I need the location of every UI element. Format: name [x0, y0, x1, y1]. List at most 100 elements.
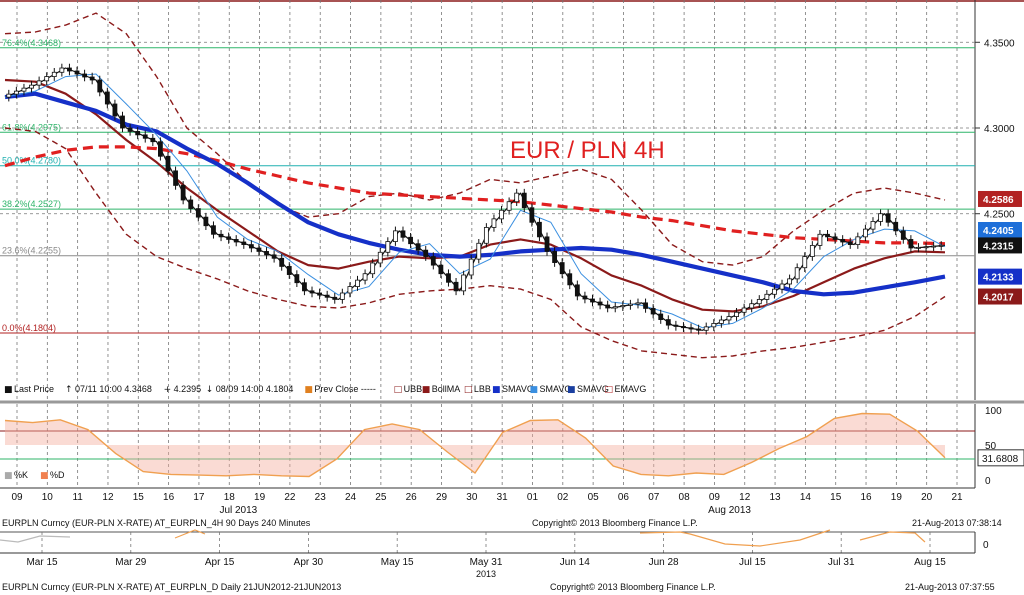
daily-x-tick-label: Apr 30 [294, 557, 324, 568]
fib-level-label: 61.8%(4.2975) [2, 122, 61, 132]
candle-body [590, 298, 595, 303]
candle-body [643, 302, 648, 309]
x-tick-label: 11 [72, 492, 83, 503]
candle-body [211, 225, 216, 235]
x-tick-label: 22 [284, 492, 296, 503]
series-emavg [4, 145, 946, 246]
candle-body [142, 134, 148, 139]
candle-body [446, 273, 451, 283]
candle-body [741, 307, 747, 313]
candle-body [688, 327, 694, 330]
candle-body [13, 90, 19, 95]
legend-icon: ■ [304, 385, 313, 395]
candle-body [499, 209, 504, 220]
candle-body [51, 71, 57, 77]
candle-body [612, 306, 618, 309]
candle-body [264, 251, 269, 256]
candle-body [279, 257, 285, 267]
candle-body [324, 294, 330, 298]
candle-body [44, 76, 50, 82]
candle-body [36, 80, 42, 86]
candle-body [514, 192, 520, 203]
osc-legend-item: %K [14, 470, 28, 480]
candle-body [605, 304, 611, 309]
legend-icon: ■ [567, 385, 576, 395]
x-month-label: Jul 2013 [219, 505, 257, 516]
y-tick-label: 4.3500 [984, 38, 1015, 49]
fib-level-label: 50.0%(4.2780) [2, 156, 61, 166]
x-tick-label: 18 [224, 492, 236, 503]
candle-body [673, 324, 679, 327]
candle-body [635, 302, 641, 305]
x-tick-label: 15 [133, 492, 145, 503]
x-tick-label: 13 [770, 492, 782, 503]
candle-body [112, 103, 118, 117]
candle-body [544, 236, 550, 252]
osc-fill-area [5, 413, 945, 477]
legend-item: 08/09 14:00 4.1804 [216, 384, 294, 394]
osc-y-tick-label: 100 [985, 406, 1002, 417]
legend-icon: ■ [530, 385, 539, 395]
candle-body [552, 251, 557, 263]
price-badge [978, 288, 1022, 305]
daily-percent-d [174, 529, 206, 539]
candle-body [67, 67, 72, 72]
x-tick-label: 29 [436, 492, 448, 503]
price-badge-label: 4.2133 [983, 273, 1014, 284]
candle-body [408, 236, 413, 245]
candle-body [931, 245, 937, 248]
candle-body [74, 70, 80, 75]
candle-body [878, 213, 883, 222]
daily-x-labels: Mar 15 Mar 29 Apr 15 Apr 30 May 15 May 31 Jun … [26, 557, 946, 568]
series-lbb [4, 127, 946, 359]
candle-body [476, 242, 482, 260]
price-badge-label: 4.2315 [983, 241, 1014, 252]
price-badge-label: 4.2586 [983, 195, 1014, 206]
daily-x-tick-label: Mar 15 [26, 557, 58, 568]
x-tick-label: 12 [739, 492, 751, 503]
series-percent-d [4, 412, 946, 478]
candle-body [430, 256, 436, 266]
candle-body [173, 170, 178, 186]
candle-body [885, 213, 891, 223]
x-tick-label: 20 [921, 492, 933, 503]
candle-body [453, 281, 459, 292]
daily-x-tick-label: May 31 [470, 557, 503, 568]
candle-body [597, 301, 603, 306]
candle-body [248, 244, 254, 249]
info-line-daily: EURPLN Curncy (EUR-PLN X-RATE) AT_EURPLN… [2, 582, 341, 592]
series-smavg-fast [4, 73, 946, 329]
daily-x-tick-label: Jul 15 [739, 557, 766, 568]
daily-x-tick-label: Jun 14 [560, 557, 590, 568]
oscillator-y-axis: 100 50 0 31.6808 [977, 406, 1024, 487]
candle-body [385, 241, 391, 253]
candle-body [665, 319, 671, 326]
x-axis-labels: 09 10 11 12 15 16 17 18 19 22 23 24 25 26 29 30 31 01 02 05… [11, 492, 963, 516]
candle-body [756, 299, 762, 305]
candle-body [21, 87, 27, 92]
legend-icon: ■ [422, 385, 431, 395]
x-tick-label: 26 [406, 492, 418, 503]
candle-body [226, 236, 232, 240]
candle-body [809, 245, 815, 257]
legend-icon: □ [605, 385, 614, 395]
candle-body [393, 230, 398, 242]
osc-legend-icon: ■ [40, 471, 49, 481]
candle-body [158, 141, 163, 157]
candle-body [521, 192, 527, 209]
legend-icon: ■ [4, 385, 13, 395]
candle-body [681, 326, 686, 329]
series-ubb [4, 12, 946, 266]
candle-body [628, 303, 633, 306]
candle-body [438, 264, 444, 275]
candle-body [772, 288, 777, 295]
candle-body [794, 267, 800, 280]
candle-body [703, 326, 709, 331]
osc-legend-icon: ■ [4, 471, 13, 481]
legend-item: LBB [474, 384, 491, 394]
candle-body [734, 311, 739, 317]
candle-body [286, 266, 292, 275]
candle-body [89, 76, 95, 81]
candle-body [339, 292, 345, 300]
